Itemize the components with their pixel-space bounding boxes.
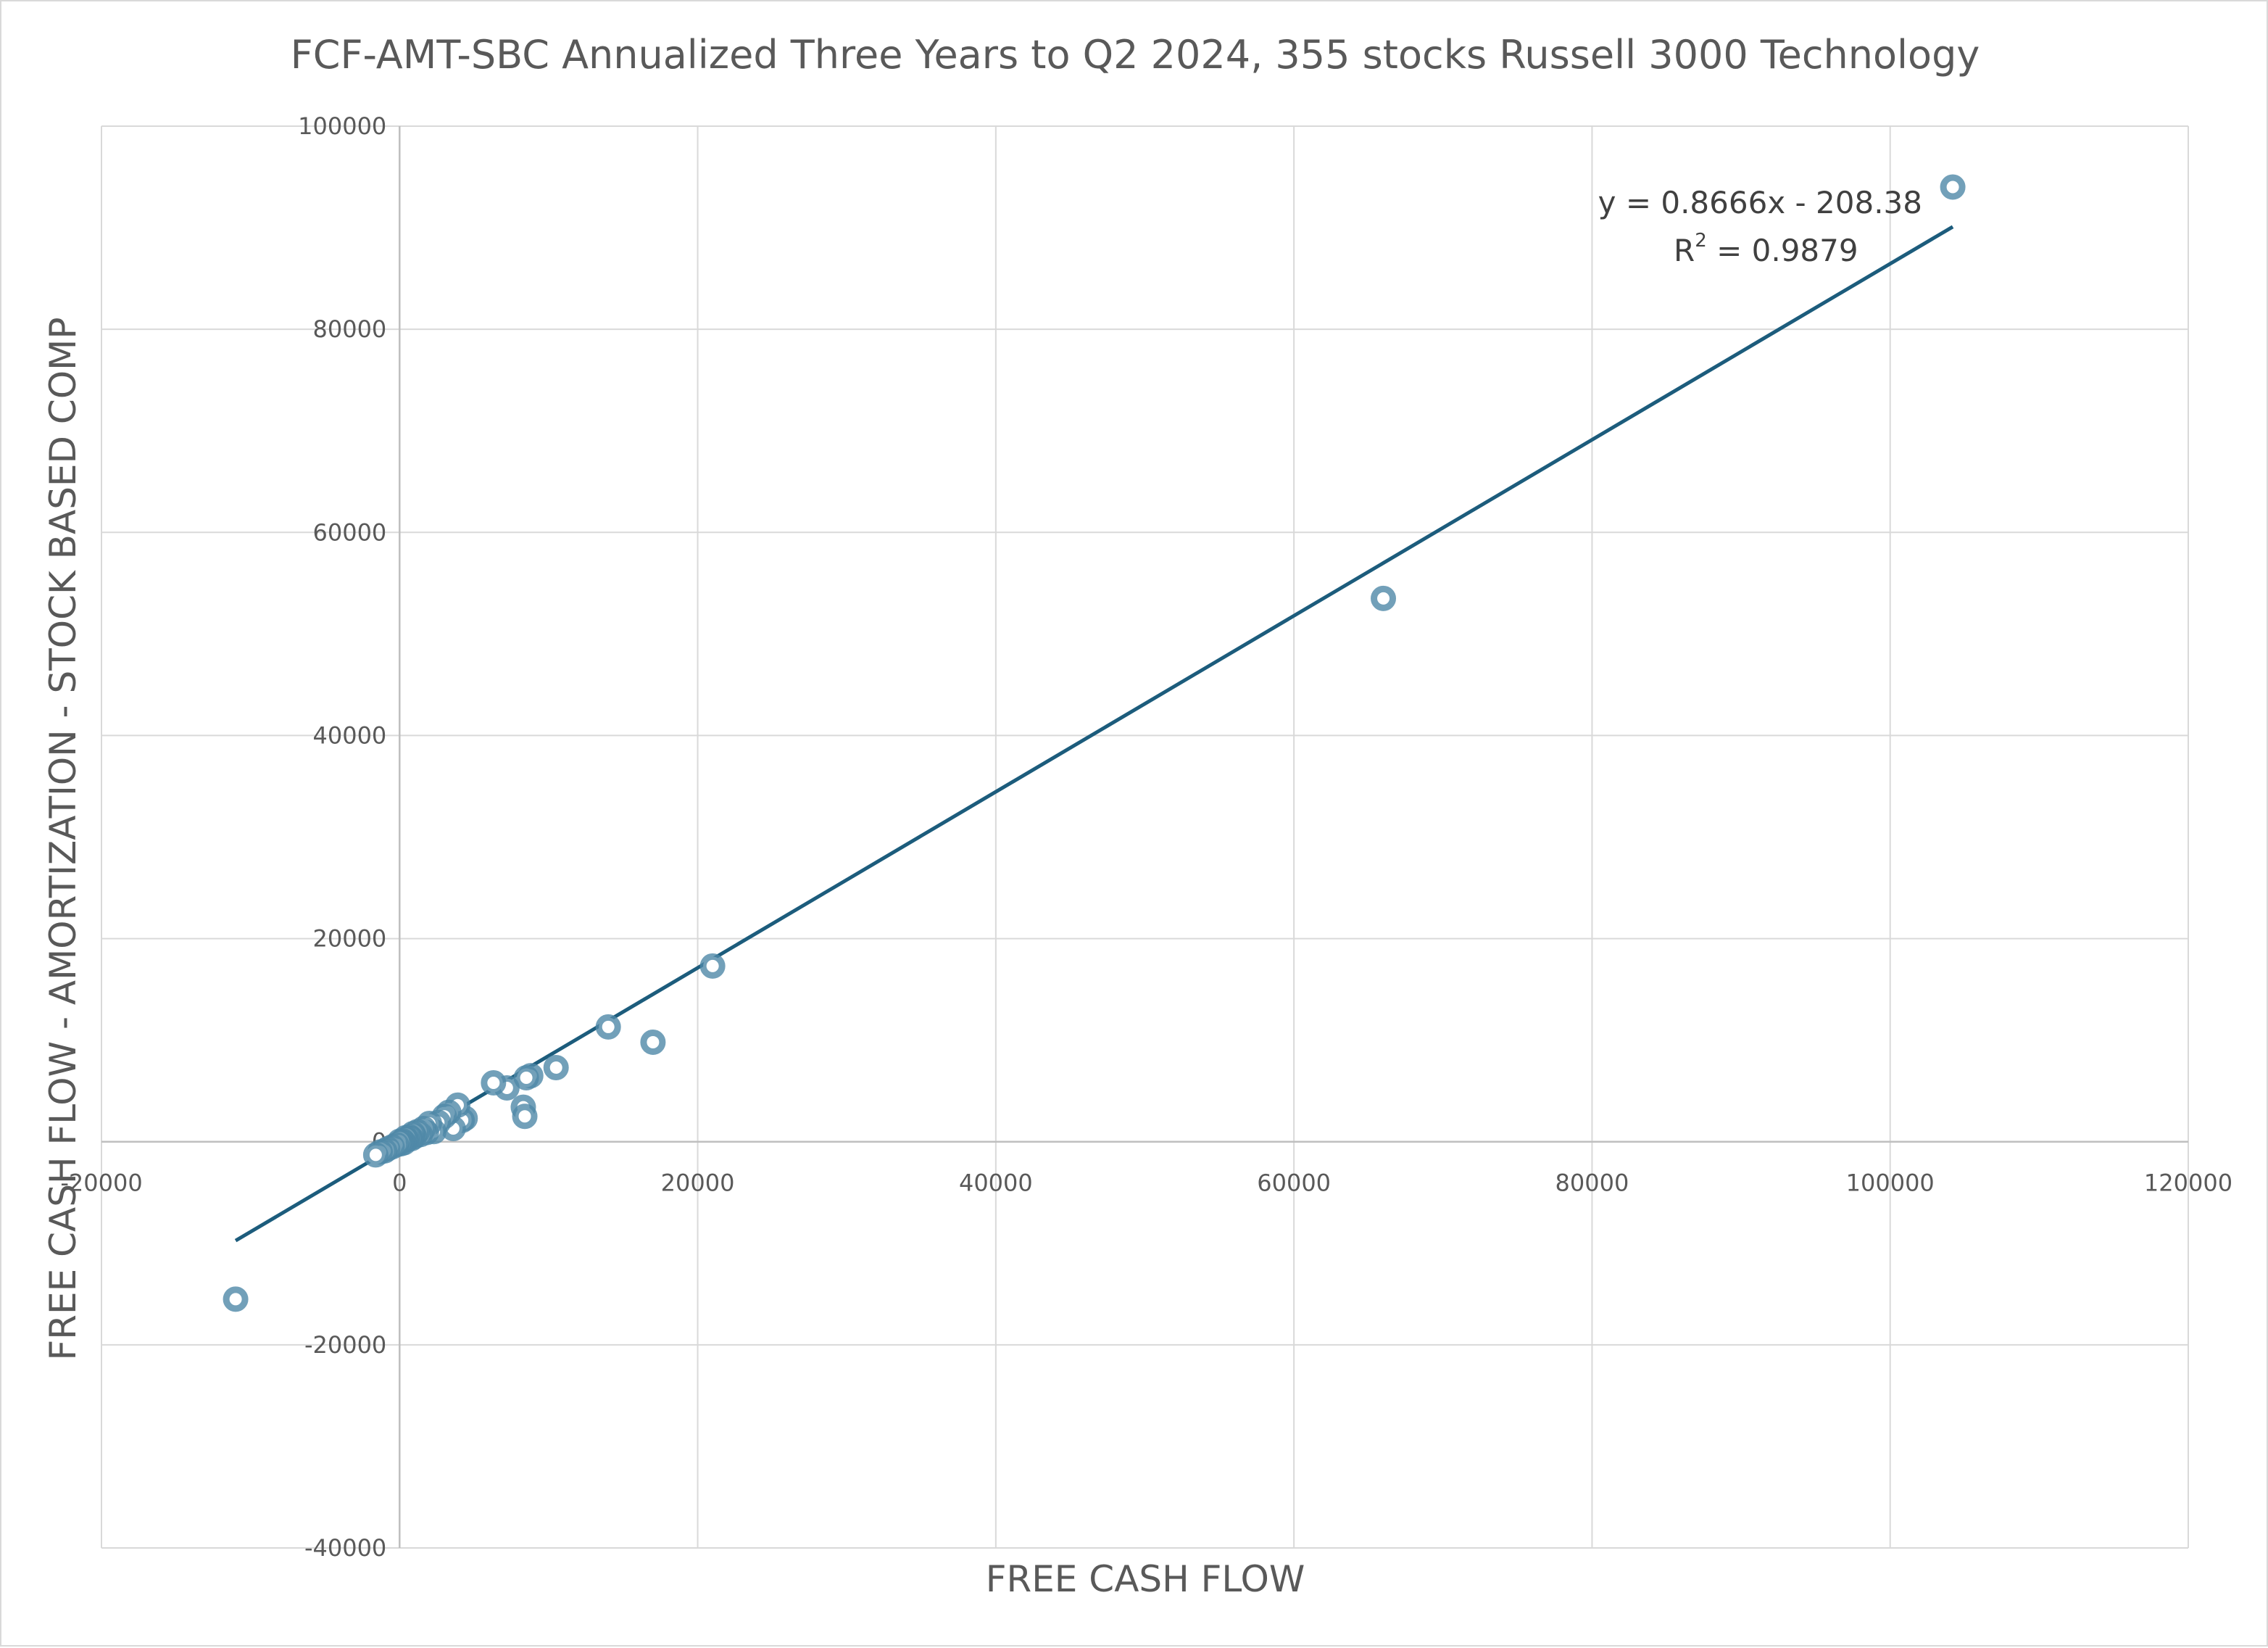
r2-prefix: R (1674, 233, 1695, 268)
r2-superscript: 2 (1695, 230, 1707, 252)
x-axis-title: FREE CASH FLOW (986, 1558, 1305, 1600)
x-tick-label: 20000 (661, 1169, 735, 1197)
y-axis-title: FREE CASH FLOW - AMORTIZATION - STOCK BA… (42, 318, 84, 1361)
data-point (699, 953, 726, 979)
data-point (1371, 585, 1397, 611)
data-points (223, 174, 1966, 1312)
x-tick-label: 40000 (959, 1169, 1033, 1197)
trendline-equation: y = 0.8666x - 208.38 (1598, 185, 1922, 220)
y-tick-label: 60000 (312, 518, 386, 546)
y-tick-label: -40000 (304, 1534, 386, 1562)
r2-value: = 0.9879 (1707, 233, 1858, 268)
y-tick-label: 100000 (298, 112, 386, 140)
data-point (481, 1069, 507, 1096)
x-tick-label: -20000 (60, 1169, 142, 1197)
gridlines (101, 125, 2189, 1549)
data-point (595, 1014, 621, 1040)
data-point (362, 1142, 389, 1168)
x-tick-label: 100000 (1846, 1169, 1935, 1197)
x-tick-label: 80000 (1555, 1169, 1629, 1197)
chart-title: FCF-AMT-SBC Annualized Three Years to Q2… (291, 32, 1980, 78)
y-tick-label: -20000 (304, 1331, 386, 1359)
y-tick-label: 40000 (312, 721, 386, 749)
x-tick-label: 60000 (1257, 1169, 1331, 1197)
data-point (512, 1104, 538, 1130)
y-tick-label: 80000 (312, 315, 386, 343)
data-point (543, 1054, 569, 1080)
axes (101, 126, 2188, 1548)
trendline-r-squared: R2 = 0.9879 (1674, 230, 1858, 268)
y-tick-label: 20000 (312, 925, 386, 953)
data-point (640, 1029, 666, 1055)
x-tick-label: 0 (392, 1169, 407, 1197)
x-axis-tick-labels: -20000 0 20000 40000 60000 80000 100000 120000 (60, 1169, 2232, 1197)
data-point (223, 1286, 249, 1312)
data-point (513, 1064, 539, 1090)
data-point (1940, 174, 1966, 200)
x-tick-label: 120000 (2144, 1169, 2232, 1197)
